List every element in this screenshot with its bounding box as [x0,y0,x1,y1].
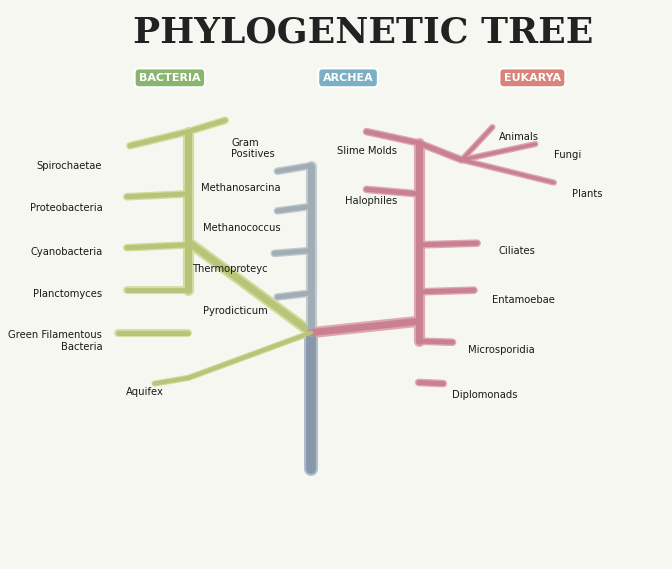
Text: Thermoproteус: Thermoproteус [193,263,268,274]
Text: BACTERIA: BACTERIA [139,73,201,83]
Text: Fungi: Fungi [554,150,581,160]
Text: Diplomonads: Diplomonads [452,390,518,400]
Text: Aquifex: Aquifex [126,387,164,397]
Text: Animals: Animals [499,132,538,142]
Text: PHYLOGENETIC TREE: PHYLOGENETIC TREE [133,15,593,50]
Text: Spirochaetae: Spirochaetae [37,160,102,171]
Text: Planctomyces: Planctomyces [33,289,102,299]
Text: Methanosarcina: Methanosarcina [201,183,280,193]
Text: Plants: Plants [573,189,603,199]
Text: ARCHEA: ARCHEA [323,73,374,83]
Text: Gram
Positives: Gram Positives [231,138,275,159]
Text: EUKARYA: EUKARYA [504,73,561,83]
Text: Methanococcus: Methanococcus [203,223,280,233]
Text: Green Filamentous
Bacteria: Green Filamentous Bacteria [9,331,102,352]
Text: Proteobacteria: Proteobacteria [30,203,102,213]
Text: Microsporidia: Microsporidia [468,345,535,354]
Text: Slime Molds: Slime Molds [337,146,397,156]
Text: Ciliates: Ciliates [499,246,536,255]
Text: Pyrodicticum: Pyrodicticum [204,306,268,316]
Text: Cyanobacteria: Cyanobacteria [30,246,102,257]
Text: Halophiles: Halophiles [345,196,397,206]
Text: Entamoebae: Entamoebae [493,295,555,306]
